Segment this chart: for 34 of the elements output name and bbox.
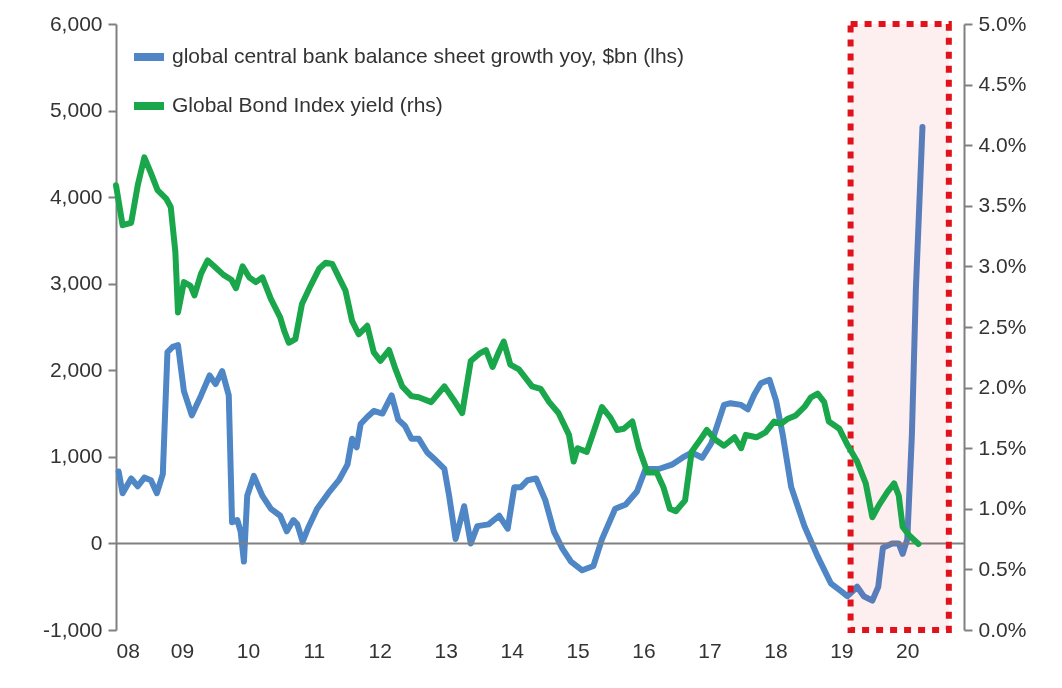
x-tick-label: 14 bbox=[500, 638, 525, 662]
x-tick-label: 19 bbox=[830, 638, 854, 662]
y-tick-label: 5,000 bbox=[49, 98, 103, 122]
y2-tick-label: 2.5% bbox=[978, 314, 1027, 338]
legend-label: global central bank balance sheet growth yoy, $bn (lhs) bbox=[172, 44, 685, 67]
y2-tick-label: 4.0% bbox=[978, 132, 1027, 156]
legend-label: Global Bond Index yield (rhs) bbox=[172, 93, 443, 116]
y-tick-label: 4,000 bbox=[49, 184, 103, 208]
x-tick-label: 20 bbox=[896, 638, 920, 662]
y2-tick-label: 2.0% bbox=[978, 375, 1027, 399]
x-tick-label: 10 bbox=[236, 638, 261, 662]
x-tick-label: 12 bbox=[368, 638, 392, 662]
x-tick-label: 15 bbox=[566, 638, 590, 662]
y2-tick-label: 0.5% bbox=[978, 556, 1027, 580]
y-tick-label: 1,000 bbox=[49, 444, 103, 468]
y-tick-label: 3,000 bbox=[49, 271, 103, 295]
x-tick-label: 18 bbox=[764, 638, 788, 662]
x-tick-label: 16 bbox=[632, 638, 656, 662]
x-tick-label: 08 bbox=[116, 638, 140, 662]
y2-tick-label: 3.5% bbox=[978, 193, 1027, 217]
y2-tick-label: 0.0% bbox=[978, 617, 1027, 641]
x-tick-label: 17 bbox=[698, 638, 722, 662]
y2-tick-label: 3.0% bbox=[978, 253, 1027, 277]
y2-tick-label: 1.0% bbox=[978, 496, 1027, 520]
y2-tick-label: 4.5% bbox=[978, 72, 1027, 96]
y2-tick-label: 1.5% bbox=[978, 435, 1027, 459]
y-tick-label: 6,000 bbox=[49, 11, 103, 35]
y-tick-label: 2,000 bbox=[49, 357, 103, 381]
y2-tick-label: 5.0% bbox=[978, 11, 1027, 35]
x-tick-label: 09 bbox=[170, 638, 195, 662]
x-tick-label: 13 bbox=[434, 638, 458, 662]
y-tick-label: -1,000 bbox=[42, 617, 103, 641]
y-tick-label: 0 bbox=[90, 530, 103, 554]
x-tick-label: 11 bbox=[303, 638, 326, 662]
